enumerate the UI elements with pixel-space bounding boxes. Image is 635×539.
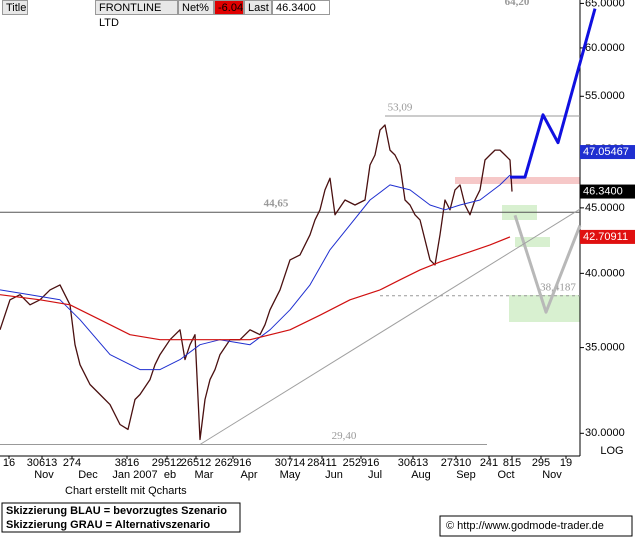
series-line — [0, 174, 511, 371]
symbol-name: FRONTLINE LTD — [95, 0, 178, 29]
x-tick-label: 16 — [3, 457, 15, 469]
x-tick-label: 19 — [560, 457, 572, 469]
x-tick-label: 30613 — [27, 457, 58, 469]
price-marker-label: 46.3400 — [583, 185, 623, 197]
x-tick-label: 262916 — [215, 457, 252, 469]
x-tick-label: 295 — [532, 457, 550, 469]
x-tick-label: 815 — [503, 457, 521, 469]
x-tick-label: 3816 — [115, 457, 139, 469]
price-marker — [580, 184, 635, 199]
series-line — [0, 236, 511, 341]
y-tick-label: 40.0000 — [585, 267, 625, 279]
month-label: Jul — [368, 469, 382, 481]
level-label: 53,09 — [388, 101, 413, 113]
legend-box — [1, 502, 241, 533]
y-tick-label: 30.0000 — [585, 427, 625, 439]
net-value: -6.04 — [214, 0, 244, 15]
y-tick-label: 45.0000 — [585, 202, 625, 214]
price-marker-label: 42.70911 — [583, 231, 628, 243]
last-value: 46.3400 — [272, 0, 330, 15]
net-label: Net% — [178, 0, 214, 15]
credit: Chart erstellt mit Qcharts — [65, 485, 187, 497]
month-label: eb — [164, 469, 176, 481]
x-tick-label: 30613 — [398, 457, 429, 469]
level-label: 38,4187 — [540, 281, 576, 293]
x-tick-label: 274 — [63, 457, 81, 469]
month-label: Dec — [78, 469, 98, 481]
series-line — [199, 208, 581, 445]
price-marker — [580, 229, 635, 244]
legend-text: Skizzierung GRAU = Alternativszenario — [6, 519, 210, 531]
y-tick-label: 55.0000 — [585, 90, 625, 102]
y-tick-label: 35.0000 — [585, 342, 625, 354]
month-label: Mar — [195, 469, 214, 481]
month-label: Nov — [34, 469, 54, 481]
price-marker — [580, 145, 635, 160]
series-line — [0, 124, 513, 441]
month-label: Sep — [456, 469, 476, 481]
resistance-zone — [455, 177, 580, 184]
legend-text: Skizzierung BLAU = bevorzugtes Szenario — [6, 505, 227, 517]
month-label: Apr — [240, 469, 257, 481]
target-zone — [515, 237, 550, 247]
month-label: Aug — [411, 469, 431, 481]
x-tick-label: 27310 — [441, 457, 472, 469]
month-label: May — [280, 469, 301, 481]
level-label: 29,40 — [332, 430, 357, 442]
month-label: Nov — [542, 469, 562, 481]
y-tick-label: 60.0000 — [585, 42, 625, 54]
copyright: © http://www.godmode-trader.de — [446, 520, 604, 532]
series-line — [510, 8, 597, 179]
month-label: Oct — [497, 469, 514, 481]
x-tick-label: 30714 — [275, 457, 306, 469]
title-box[interactable]: Title — [2, 0, 28, 15]
scale-label: LOG — [600, 445, 623, 457]
last-label: Last — [244, 0, 272, 15]
x-tick-label: 29512 — [152, 457, 183, 469]
copyright-box — [439, 515, 633, 537]
x-tick-label: 28411 — [307, 457, 337, 469]
series-line — [513, 214, 582, 314]
month-label: Jan 2007 — [112, 469, 157, 481]
level-label: 44,65 — [264, 198, 289, 210]
month-label: Jun — [325, 469, 343, 481]
x-tick-label: 252916 — [343, 457, 380, 469]
x-tick-label: 26512 — [181, 457, 212, 469]
y-tick-label: 65.0000 — [585, 0, 625, 9]
x-tick-label: 241 — [480, 457, 498, 469]
level-label: 64,20 — [505, 0, 530, 8]
price-marker-label: 47.05467 — [583, 146, 629, 158]
